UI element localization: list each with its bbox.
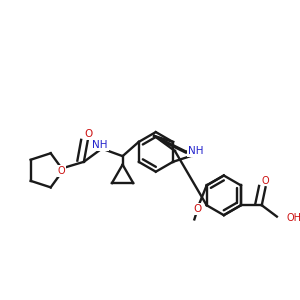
Text: O: O bbox=[57, 166, 65, 176]
Text: O: O bbox=[262, 176, 269, 186]
Text: OH: OH bbox=[286, 214, 300, 224]
Text: NH: NH bbox=[188, 146, 203, 156]
Text: O: O bbox=[85, 129, 93, 140]
Text: NH: NH bbox=[92, 140, 108, 150]
Text: O: O bbox=[193, 204, 201, 214]
